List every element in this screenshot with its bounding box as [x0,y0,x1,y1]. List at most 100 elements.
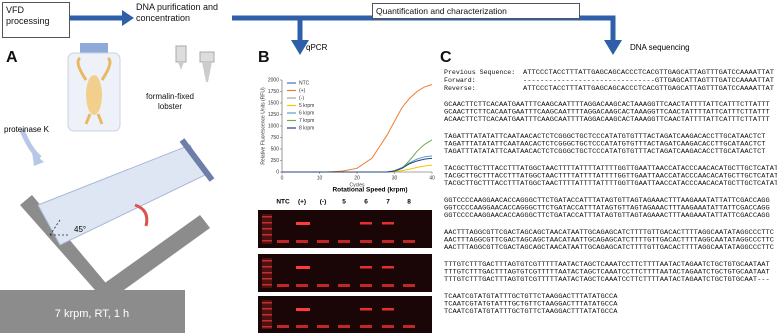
legend-label: (-) [299,95,304,101]
x-tick-label: 0 [281,175,284,181]
primer-band [360,284,372,287]
ladder-band [262,222,272,224]
x-tick-label: 20 [354,175,360,181]
sequence: TTTGTCTTTGACTTTAGTGTCGTTTTTAATACTAGCTCAA… [444,261,770,268]
primer-band [277,325,289,328]
sequence: TACGCTTGCTTTACCTTTATGGCTAACTTTTATTTTATTT… [444,165,777,172]
lobster [86,75,102,115]
sequence: TAGATTTATATATTCAATAACACTCTCGGGCTGCTCCCAT… [444,148,766,155]
sequence-label: Previous Sequence: [444,69,515,76]
method-label: DNA sequencing [630,43,690,52]
primer-band [317,240,329,243]
sequence-label: Reverse: [444,85,476,92]
arrow-head [32,152,44,166]
arrow [232,15,616,42]
lane-label: (-) [320,199,327,206]
band [382,222,394,225]
ladder-band [262,308,272,310]
primer-band [338,325,350,328]
arrow-head [122,10,134,26]
vfd-arm [95,215,210,300]
legend-label: 7 krpm [299,118,314,124]
ladder-band [262,228,272,230]
sequence: TACGCTTGCTTTACCTTTATGGCTAACTTTTATTTTATTT… [444,172,777,179]
step-label: Quantification and characterization [372,3,580,19]
legend-label: 8 krpm [299,125,314,131]
y-axis-label: Relative Fluorescence Units (RFU) [260,87,266,165]
sequence: GCAACTTCTTCACAATGAATTTCAAGCAATTTTAGGACAA… [444,101,770,108]
gel-title: Rotational Speed (krpm) [332,187,407,194]
lane-label: 7 [386,199,390,206]
primer-band [403,284,415,287]
sequence: GGTCCCCAAGGAACACCAGGGCTTCTGATACCATTTATAG… [444,197,770,204]
ladder-band [262,240,272,242]
sequence: AACTTTAGGCGTTCGACTAGCAGCTAACATAATTGCAGAG… [444,244,774,251]
lobster-claws [76,56,112,125]
primer-band [403,325,415,328]
sequence: ACAACTTCTTCACAATGAATTTCAAGCAATTTTAGGACAA… [444,116,770,123]
primer-band [360,325,372,328]
ladder-band [262,326,272,328]
legend-label: 6 krpm [299,110,314,116]
primer-band [277,284,289,287]
gel [258,210,432,333]
panel-letter: C [440,49,452,66]
step-label: VFD processing [2,2,70,38]
primer-band [317,284,329,287]
tube-icon [175,45,187,63]
lane-label: 5 [342,199,346,206]
ladder-band [262,302,272,304]
band [296,308,310,311]
band [296,222,310,225]
legend-label: (+) [299,88,306,94]
lane-label: 6 [364,199,368,206]
lane-label: NTC [276,199,290,206]
primer-band [338,240,350,243]
y-tick-label: 250 [271,158,280,164]
primer-band [403,240,415,243]
primer-band [277,240,289,243]
step-label: DNA purification and concentration [136,2,219,23]
x-axis-label: Cycles [349,182,365,188]
series-line [282,139,433,173]
sequence: GCAACTTCTTCACAATGAATTTCAAGCAATTTTAGGACAA… [444,108,770,115]
x-tick-label: 40 [429,175,435,181]
sequence: TAGATTTATATATTCAATAACACTCTCGGGCTGCTCCCAT… [444,140,766,147]
sequence: TAGATTTATATATTCAATAACACTCTCGGGCTGCTCCCAT… [444,133,766,140]
primer-band [360,240,372,243]
ladder-band [262,278,272,280]
primer-band [296,240,308,243]
band [360,222,372,225]
y-tick-label: 500 [271,146,280,152]
sequence: ATTCCCTACCTTTATTGAGCAGCACCCTCACGTTGAGCAT… [523,69,774,76]
ladder-band [262,260,272,262]
primer-band [296,284,308,287]
y-tick-label: 1000 [268,123,279,129]
ladder-band [262,266,272,268]
tube-cap [179,138,215,182]
sample-label: formalin-fixed lobster [145,92,194,111]
sequence: TCAATCGTATGTATTTGCTGTTCTAAGGACTTTATATGCC… [444,300,618,307]
y-tick-label: 1500 [268,100,279,106]
x-tick-label: 30 [392,175,398,181]
primer-band [382,325,394,328]
jar-lid [80,43,108,53]
pipette-flow [19,129,42,160]
y-tick-label: 2000 [268,77,279,83]
band [360,308,372,311]
sequence: TTTGTCTTTGACTTTAGTGTCGTTTTTAATACTAGCTCAA… [444,268,770,275]
panel-letter: A [6,49,18,66]
panel-letter: B [258,49,270,66]
primer-band [338,284,350,287]
rotation-arrow [134,203,149,227]
vfd-base [0,290,185,333]
lane-label: 8 [407,199,411,206]
primer-band [296,325,308,328]
angle-label: 45° [74,225,86,234]
sequence: TCAATCGTATGTATTTGCTGTTCTAAGGACTTTATATGCC… [444,308,618,315]
band [296,266,310,269]
sequence-label: Forward: [444,77,476,84]
band [382,308,394,311]
